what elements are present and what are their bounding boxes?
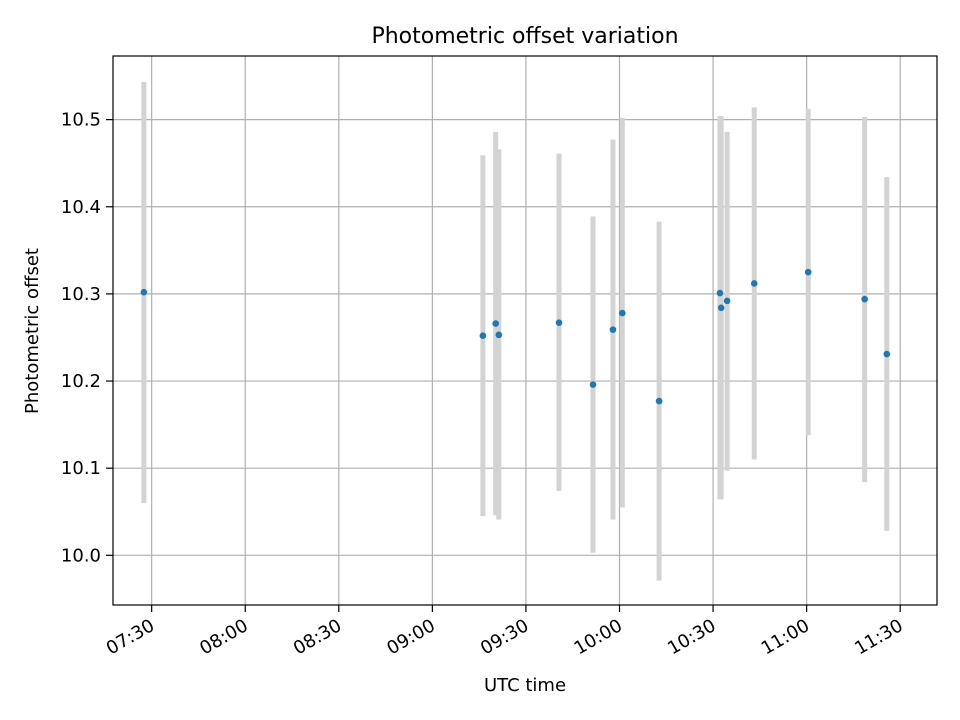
data-point — [479, 332, 487, 340]
data-point — [804, 268, 812, 276]
x-tick-label: 10:00 — [571, 615, 626, 659]
y-tick-label: 10.0 — [61, 545, 101, 566]
data-point — [723, 297, 731, 305]
data-point — [655, 397, 663, 405]
data-point — [717, 304, 725, 312]
data-point — [589, 381, 597, 388]
y-tick-label: 10.3 — [61, 284, 101, 305]
y-tick-label: 10.5 — [61, 110, 101, 131]
x-tick-label: 11:00 — [758, 615, 813, 659]
grid-lines — [113, 56, 937, 605]
data-point — [555, 319, 563, 326]
data-point — [883, 350, 891, 358]
y-tick-label: 10.4 — [61, 197, 101, 218]
error-bars — [141, 82, 890, 581]
chart-title: Photometric offset variation — [371, 24, 678, 49]
x-tick-label: 09:30 — [477, 615, 532, 659]
data-point — [619, 309, 626, 317]
y-axis-title: Photometric offset — [22, 248, 43, 414]
x-tick-label: 08:30 — [290, 615, 345, 659]
x-tick-label: 09:00 — [383, 615, 438, 659]
data-point — [750, 280, 758, 287]
y-tick-label: 10.2 — [61, 371, 101, 392]
x-axis-ticks: 07:30 08:00 08:30 09:00 09:30 10:00 10:30 11:00… — [103, 605, 907, 659]
x-axis-title: UTC time — [484, 675, 566, 696]
data-point — [140, 288, 148, 296]
plot-area-frame — [112, 55, 938, 606]
data-point — [861, 295, 868, 303]
x-tick-label: 11:30 — [851, 615, 906, 659]
data-point — [716, 289, 724, 297]
x-tick-label: 10:30 — [664, 615, 719, 659]
data-point — [495, 331, 503, 339]
data-points — [140, 268, 891, 405]
data-point — [492, 320, 499, 327]
y-axis-ticks: 10.0 10.1 10.2 10.3 10.4 10.5 — [61, 110, 113, 566]
x-tick-label: 07:30 — [103, 615, 158, 659]
x-tick-label: 08:00 — [196, 615, 251, 659]
y-tick-label: 10.1 — [61, 458, 101, 479]
data-point — [609, 326, 617, 333]
